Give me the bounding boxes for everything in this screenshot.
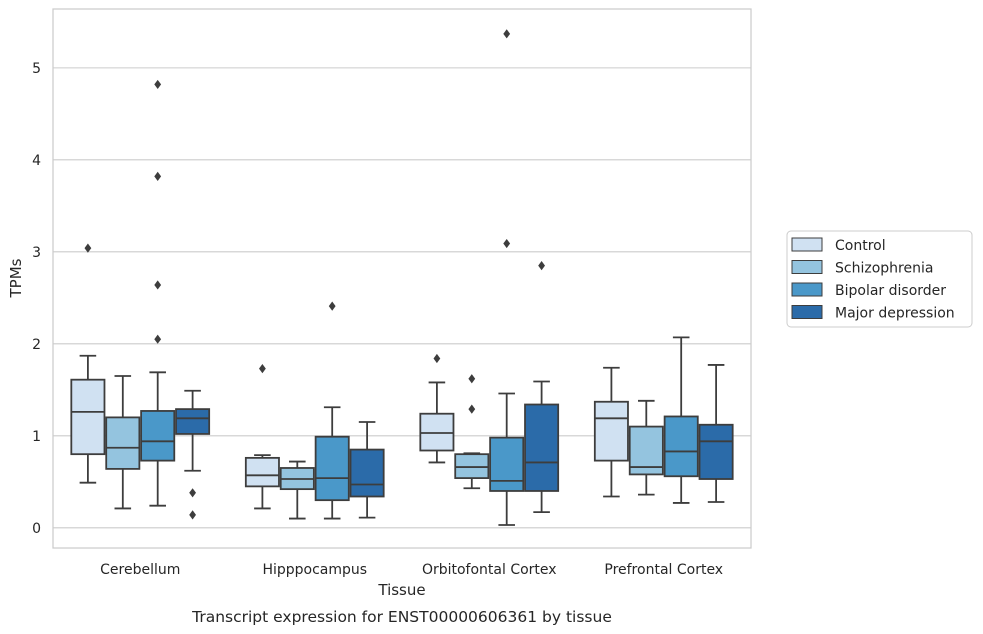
iqr-box [175, 408, 211, 435]
iqr-box [663, 415, 699, 478]
y-tick-labels: 0 1 2 3 4 5 [32, 61, 41, 537]
box-bipolar-disorder [140, 79, 176, 507]
outlier-point [189, 510, 196, 520]
iqr-box [524, 403, 560, 492]
outlier-point [259, 364, 266, 374]
outlier-point [503, 29, 511, 39]
y-tick-label: 2 [32, 337, 41, 353]
outlier-point [154, 334, 162, 344]
iqr-box [314, 435, 350, 502]
legend-swatch [791, 260, 823, 274]
legend: Control Schizophrenia Bipolar disorder Majo… [786, 230, 973, 328]
iqr-box [244, 456, 280, 488]
iqr-box [349, 448, 385, 498]
box-major-depression [524, 261, 560, 514]
box-major-depression [175, 389, 211, 520]
outlier-point [468, 404, 476, 414]
box-control [419, 353, 455, 464]
legend-frame [786, 230, 973, 328]
iqr-box [489, 436, 525, 492]
iqr-box [593, 400, 629, 462]
boxes-layer [70, 29, 734, 526]
plot-frame [52, 8, 752, 549]
legend-swatch [791, 237, 823, 252]
legend-swatch [791, 305, 823, 319]
box-schizophrenia [279, 460, 315, 520]
box-schizophrenia [454, 374, 490, 490]
outlier-point [468, 374, 476, 384]
box-bipolar-disorder [314, 301, 350, 520]
iqr-box [70, 378, 106, 456]
legend-label: Bipolar disorder [835, 283, 946, 299]
legend-swatch [791, 282, 823, 297]
iqr-box [105, 416, 141, 470]
iqr-box [698, 423, 734, 480]
iqr-box [454, 453, 490, 479]
box-control [244, 364, 280, 510]
outlier-point [538, 261, 545, 271]
box-bipolar-disorder [489, 29, 525, 526]
legend-label: Major depression [835, 306, 955, 322]
x-tick-label: Orbitofontal Cortex [422, 562, 557, 578]
outlier-point [154, 79, 162, 90]
y-tick-label: 4 [32, 153, 41, 169]
y-tick-label: 5 [32, 61, 41, 77]
outlier-point [189, 488, 196, 498]
outlier-point [84, 243, 92, 253]
box-control [70, 243, 106, 484]
box-control [593, 366, 629, 498]
box-major-depression [349, 421, 385, 519]
outlier-point [154, 171, 162, 182]
box-schizophrenia [105, 375, 141, 510]
outlier-point [503, 238, 511, 249]
iqr-box [140, 410, 176, 462]
x-axis-label: Tissue [377, 581, 425, 599]
legend-label: Schizophrenia [835, 261, 933, 277]
y-tick-label: 1 [32, 429, 41, 445]
y-tick-label: 3 [32, 245, 41, 261]
x-tick-labels: Cerebellum Hipppocampus Orbitofontal Corte… [100, 562, 723, 578]
box-schizophrenia [628, 399, 664, 496]
chart-caption: Transcript expression for ENST0000060636… [191, 608, 612, 626]
outlier-point [328, 301, 336, 311]
outlier-point [154, 280, 162, 290]
box-bipolar-disorder [663, 336, 699, 504]
legend-label: Control [835, 238, 886, 254]
box-major-depression [698, 364, 734, 503]
x-tick-label: Prefrontal Cortex [604, 562, 723, 578]
y-tick-label: 0 [32, 521, 41, 537]
x-tick-label: Cerebellum [100, 562, 180, 578]
y-axis-label: TPMs [7, 258, 25, 298]
x-tick-label: Hipppocampus [262, 562, 367, 578]
outlier-point [433, 353, 441, 364]
iqr-box [419, 412, 455, 452]
